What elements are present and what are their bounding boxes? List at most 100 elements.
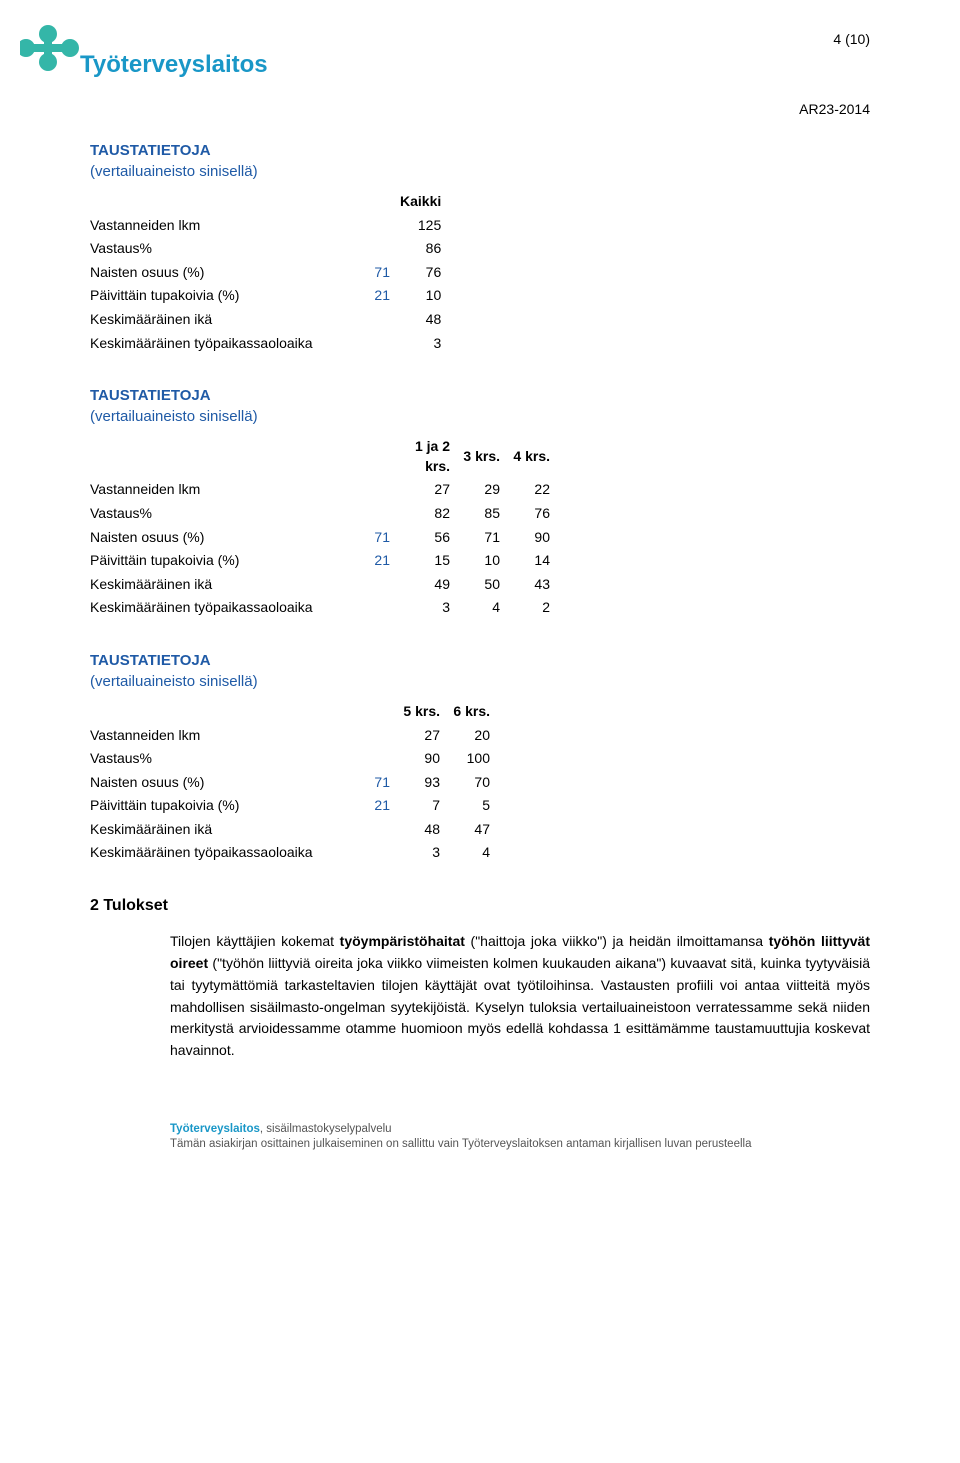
row-label: Päivittäin tupakoivia (%): [90, 794, 350, 818]
ref-value: [350, 237, 400, 261]
col-header: 4 krs.: [510, 435, 560, 478]
cell-value: 70: [450, 771, 500, 795]
row-label: Naisten osuus (%): [90, 526, 350, 550]
col-header: Kaikki: [400, 190, 451, 214]
cell-value: 76: [510, 502, 560, 526]
cell-value: 20: [450, 724, 500, 748]
cell-value: 43: [510, 573, 560, 597]
logo: Työterveyslaitos: [20, 20, 300, 106]
cell-value: 2: [510, 596, 560, 620]
cell-value: 50: [460, 573, 510, 597]
footer-service: , sisäilmastokyselypalvelu: [260, 1123, 392, 1135]
ref-value: [350, 818, 400, 842]
row-label: Päivittäin tupakoivia (%): [90, 549, 350, 573]
cell-value: 86: [400, 237, 451, 261]
ref-value: [350, 841, 400, 865]
cell-value: 22: [510, 478, 560, 502]
ref-value: [350, 478, 400, 502]
cell-value: 3: [400, 841, 450, 865]
cell-value: 4: [460, 596, 510, 620]
table-row: Keskimääräinen ikä4847: [90, 818, 500, 842]
row-label: Päivittäin tupakoivia (%): [90, 284, 350, 308]
cell-value: 71: [460, 526, 510, 550]
cell-value: 7: [400, 794, 450, 818]
section2-title: TAUSTATIETOJA: [90, 385, 870, 406]
row-label: Vastanneiden lkm: [90, 478, 350, 502]
cell-value: 5: [450, 794, 500, 818]
cell-value: 29: [460, 478, 510, 502]
row-label: Vastanneiden lkm: [90, 214, 350, 238]
cell-value: 90: [400, 747, 450, 771]
row-label: Keskimääräinen työpaikassaoloaika: [90, 841, 350, 865]
footer: Työterveyslaitos, sisäilmastokyselypalve…: [170, 1122, 870, 1153]
table-3: 5 krs. 6 krs. Vastanneiden lkm 2720 Vasta…: [90, 700, 500, 865]
table-2: 1 ja 2 krs. 3 krs. 4 krs. Vastanneiden l…: [90, 435, 560, 620]
table-row: Naisten osuus (%)71567190: [90, 526, 560, 550]
row-label: Naisten osuus (%): [90, 771, 350, 795]
cell-value: 56: [400, 526, 460, 550]
para-text: ("työhön liittyviä oireita joka viikko v…: [170, 955, 870, 1058]
cell-value: 3: [400, 332, 451, 356]
col-header: 1 ja 2 krs.: [400, 435, 460, 478]
cell-value: 10: [460, 549, 510, 573]
cell-value: 3: [400, 596, 460, 620]
col-header: 6 krs.: [450, 700, 500, 724]
table-row: Vastanneiden lkm125: [90, 214, 451, 238]
table-row: Naisten osuus (%)719370: [90, 771, 500, 795]
cell-value: 4: [450, 841, 500, 865]
table-row: Keskimääräinen ikä 48: [90, 308, 451, 332]
table-row: Vastanneiden lkm 272922: [90, 478, 560, 502]
row-label: Keskimääräinen työpaikassaoloaika: [90, 332, 350, 356]
table-row: Keskimääräinen työpaikassaoloaika 34: [90, 841, 500, 865]
row-label: Keskimääräinen ikä: [90, 308, 350, 332]
footer-disclaimer: Tämän asiakirjan osittainen julkaisemine…: [170, 1138, 751, 1150]
table-row: Naisten osuus (%)7176: [90, 261, 451, 285]
cell-value: 48: [400, 818, 450, 842]
table-row: Vastanneiden lkm 2720: [90, 724, 500, 748]
ref-value: [350, 214, 400, 238]
ref-value: [350, 724, 400, 748]
section1-title: TAUSTATIETOJA: [90, 140, 870, 161]
para-bold: työympäristöhaitat: [340, 933, 465, 949]
section3-title: TAUSTATIETOJA: [90, 650, 870, 671]
cell-value: 100: [450, 747, 500, 771]
cell-value: 76: [400, 261, 451, 285]
cell-value: 27: [400, 724, 450, 748]
table-row: Keskimääräinen työpaikassaoloaika342: [90, 596, 560, 620]
table-row: Vastaus% 86: [90, 237, 451, 261]
table-row: Päivittäin tupakoivia (%)2175: [90, 794, 500, 818]
table-row: Päivittäin tupakoivia (%)21151014: [90, 549, 560, 573]
row-label: Keskimääräinen ikä: [90, 818, 350, 842]
page-number: 4 (10): [833, 30, 870, 50]
cell-value: 90: [510, 526, 560, 550]
row-label: Keskimääräinen ikä: [90, 573, 350, 597]
ref-value: 71: [350, 771, 400, 795]
results-paragraph: Tilojen käyttäjien kokemat työympäristöh…: [170, 931, 870, 1061]
col-header: 3 krs.: [460, 435, 510, 478]
ref-value: [350, 596, 400, 620]
section3-subtitle: (vertailuaineisto sinisellä): [90, 671, 870, 692]
cell-value: 82: [400, 502, 460, 526]
col-header: 5 krs.: [400, 700, 450, 724]
footer-org: Työterveyslaitos: [170, 1123, 260, 1135]
para-text: ("haittoja joka viikko") ja heidän ilmoi…: [465, 933, 769, 949]
section1-subtitle: (vertailuaineisto sinisellä): [90, 161, 870, 182]
cell-value: 27: [400, 478, 460, 502]
ref-value: 21: [350, 549, 400, 573]
table-row: Keskimääräinen ikä495043: [90, 573, 560, 597]
table-1: Kaikki Vastanneiden lkm125 Vastaus% 86 Na…: [90, 190, 451, 355]
row-label: Vastanneiden lkm: [90, 724, 350, 748]
row-label: Vastaus%: [90, 237, 350, 261]
cell-value: 85: [460, 502, 510, 526]
ref-value: 71: [350, 261, 400, 285]
table-row: Vastaus%90100: [90, 747, 500, 771]
ref-value: [350, 308, 400, 332]
para-text: Tilojen käyttäjien kokemat: [170, 933, 340, 949]
ref-value: 71: [350, 526, 400, 550]
row-label: Vastaus%: [90, 502, 350, 526]
cell-value: 48: [400, 308, 451, 332]
section2-subtitle: (vertailuaineisto sinisellä): [90, 406, 870, 427]
ref-value: [350, 573, 400, 597]
cell-value: 15: [400, 549, 460, 573]
cell-value: 14: [510, 549, 560, 573]
